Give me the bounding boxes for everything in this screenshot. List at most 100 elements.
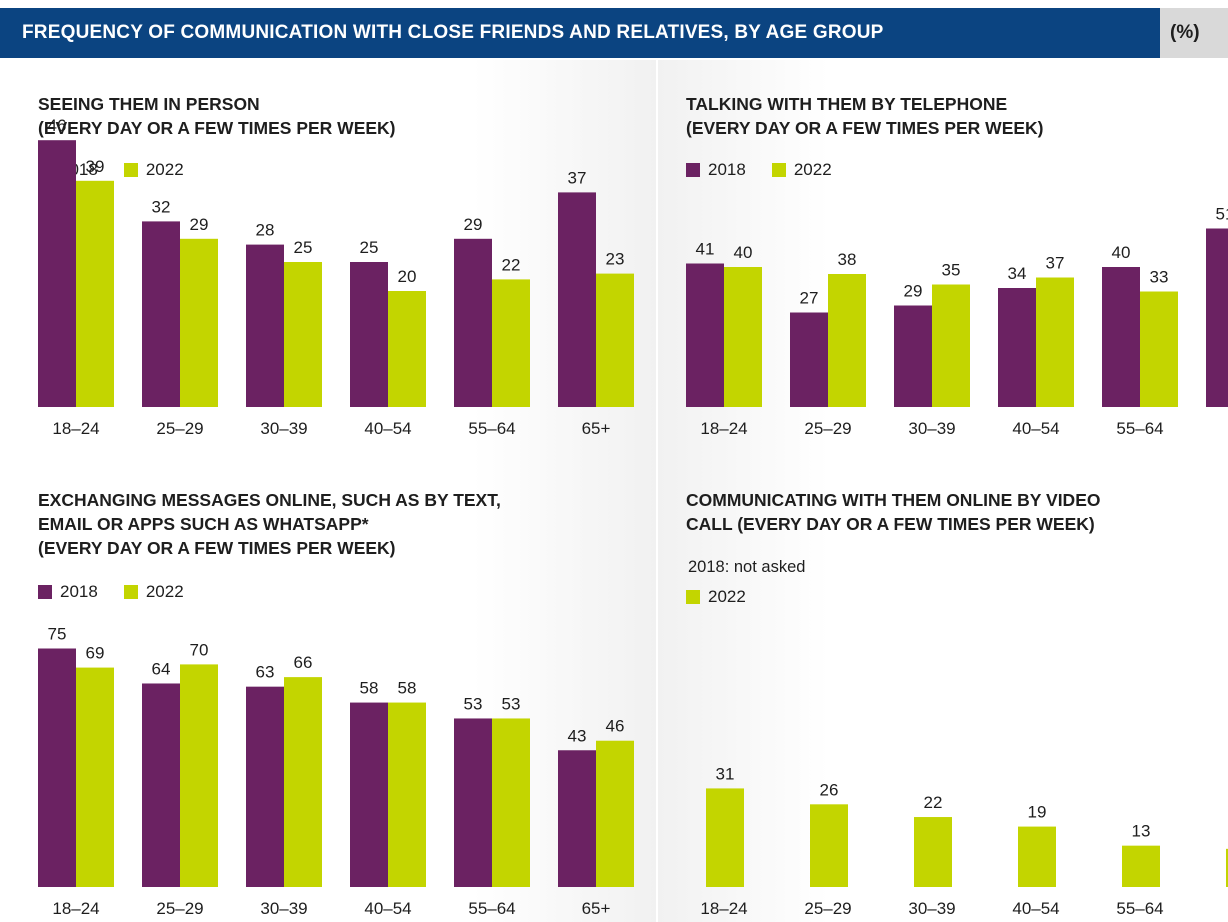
data-label-telephone-2022-4: 33 [1150, 268, 1169, 287]
x-tick-label-video-1: 25–29 [804, 899, 851, 918]
bar-in_person-2022-2 [284, 262, 322, 407]
header-bar: FREQUENCY OF COMMUNICATION WITH CLOSE FR… [0, 0, 1228, 60]
x-tick-label-video-2: 30–39 [908, 899, 955, 918]
data-label-in_person-2022-2: 25 [294, 238, 313, 257]
x-tick-label-in_person-4: 55–64 [468, 419, 515, 438]
bar-in_person-2018-3 [350, 262, 388, 407]
bar-in_person-2018-0 [38, 140, 76, 407]
x-tick-label-messages-0: 18–24 [52, 899, 99, 918]
x-tick-label-telephone-3: 40–54 [1012, 419, 1059, 438]
bar-telephone-2022-2 [932, 284, 970, 407]
bar-in_person-2022-5 [596, 273, 634, 407]
legend-label-2022: 2022 [145, 160, 184, 179]
data-label-in_person-2018-1: 32 [152, 197, 171, 216]
bar-messages-2018-4 [454, 718, 492, 887]
legend-label-2018: 2018 [60, 582, 98, 601]
bar-messages-2018-5 [558, 750, 596, 887]
data-label-messages-2018-2: 63 [256, 663, 275, 682]
chart-title-line: TALKING WITH THEM BY TELEPHONE [686, 94, 1008, 114]
data-label-in_person-2022-4: 22 [502, 255, 521, 274]
x-tick-label-telephone-1: 25–29 [804, 419, 851, 438]
bar-in_person-2022-3 [388, 291, 426, 407]
data-label-in_person-2018-0: 46 [48, 116, 67, 135]
data-label-telephone-2018-4: 40 [1112, 243, 1131, 262]
legend-item-2022: 2022 [771, 160, 832, 180]
bar-messages-2018-3 [350, 702, 388, 887]
chart-title-line: (EVERY DAY OR A FEW TIMES PER WEEK) [38, 118, 396, 138]
x-tick-label-in_person-2: 30–39 [260, 419, 307, 438]
bar-video-2022-1 [810, 804, 848, 887]
x-tick-label-video-4: 55–64 [1116, 899, 1163, 918]
legend-label-2022: 2022 [793, 160, 832, 179]
bar-messages-2022-1 [180, 664, 218, 887]
not-asked-note: 2018: not asked [688, 558, 806, 576]
data-label-in_person-2022-3: 20 [398, 267, 417, 286]
x-tick-label-video-0: 18–24 [700, 899, 747, 918]
data-label-in_person-2022-5: 23 [606, 250, 625, 269]
legend-swatch-2018 [38, 585, 52, 599]
chart-title-line: EMAIL OR APPS SUCH AS WHATSAPP* [38, 514, 369, 534]
bar-messages-2018-1 [142, 683, 180, 887]
bar-telephone-2018-4 [1102, 267, 1140, 407]
chart-title-line: CALL (EVERY DAY OR A FEW TIMES PER WEEK) [686, 514, 1095, 534]
legend-swatch-2018 [686, 163, 700, 177]
x-tick-label-in_person-0: 18–24 [52, 419, 99, 438]
data-label-messages-2022-0: 69 [86, 644, 105, 663]
chart-title-telephone: TALKING WITH THEM BY TELEPHONE (EVERY DA… [686, 92, 1044, 140]
bar-messages-2022-5 [596, 740, 634, 887]
legend-swatch-2022 [123, 585, 138, 599]
data-label-telephone-2018-0: 41 [696, 240, 715, 259]
data-label-messages-2018-3: 58 [360, 679, 379, 698]
legend-telephone: 2018 2022 [686, 160, 858, 180]
chart-title-line: COMMUNICATING WITH THEM ONLINE BY VIDEO [686, 490, 1101, 510]
legend-item-2022: 2022 [686, 587, 746, 607]
bar-telephone-2018-2 [894, 305, 932, 407]
data-label-telephone-2022-0: 40 [734, 243, 753, 262]
chart-title-line: (EVERY DAY OR A FEW TIMES PER WEEK) [686, 118, 1044, 138]
data-label-messages-2022-4: 53 [502, 694, 521, 713]
right-panel-background [658, 60, 1228, 922]
data-label-telephone-2018-3: 34 [1008, 264, 1027, 283]
data-label-messages-2018-5: 43 [568, 726, 587, 745]
data-label-in_person-2018-4: 29 [464, 215, 483, 234]
legend-item-2018: 2018 [38, 582, 98, 602]
x-tick-label-messages-4: 55–64 [468, 899, 515, 918]
bar-messages-2018-0 [38, 648, 76, 887]
data-label-messages-2018-4: 53 [464, 694, 483, 713]
x-tick-label-in_person-5: 65+ [582, 419, 611, 438]
bar-telephone-2018-5 [1206, 228, 1228, 407]
data-label-messages-2022-5: 46 [606, 717, 625, 736]
x-tick-label-in_person-3: 40–54 [364, 419, 411, 438]
bar-in_person-2018-1 [142, 221, 180, 407]
header-title-band [0, 8, 1160, 58]
legend-label-2022: 2022 [145, 582, 184, 601]
legend-swatch-2022 [771, 163, 786, 177]
data-label-messages-2022-2: 66 [294, 653, 313, 672]
header-unit-band [1160, 8, 1228, 58]
x-tick-label-messages-5: 65+ [582, 899, 611, 918]
bar-video-2022-3 [1018, 826, 1056, 887]
data-label-in_person-2018-5: 37 [568, 168, 587, 187]
bar-video-2022-4 [1122, 845, 1160, 887]
legend-label-2018: 2018 [708, 160, 746, 179]
bar-telephone-2022-4 [1140, 291, 1178, 407]
bar-in_person-2018-2 [246, 244, 284, 407]
data-label-messages-2018-0: 75 [48, 625, 67, 644]
bar-messages-2022-4 [492, 718, 530, 887]
bar-in_person-2022-1 [180, 238, 218, 407]
chart-title-line: EXCHANGING MESSAGES ONLINE, SUCH AS BY T… [38, 490, 501, 510]
chart-title-messages: EXCHANGING MESSAGES ONLINE, SUCH AS BY T… [38, 488, 501, 560]
legend-messages: 2018 2022 [38, 582, 210, 602]
bar-video-2022-2 [914, 817, 952, 887]
data-label-video-2022-1: 26 [820, 780, 839, 799]
data-label-video-2022-2: 22 [924, 793, 943, 812]
bar-in_person-2022-0 [76, 180, 114, 407]
data-label-telephone-2018-1: 27 [800, 289, 819, 308]
data-label-telephone-2022-2: 35 [942, 261, 961, 280]
bar-video-2022-5 [1226, 848, 1228, 887]
x-tick-label-in_person-1: 25–29 [156, 419, 203, 438]
data-label-in_person-2018-3: 25 [360, 238, 379, 257]
x-tick-label-video-3: 40–54 [1012, 899, 1059, 918]
data-label-telephone-2022-3: 37 [1046, 254, 1065, 273]
data-label-messages-2022-3: 58 [398, 679, 417, 698]
